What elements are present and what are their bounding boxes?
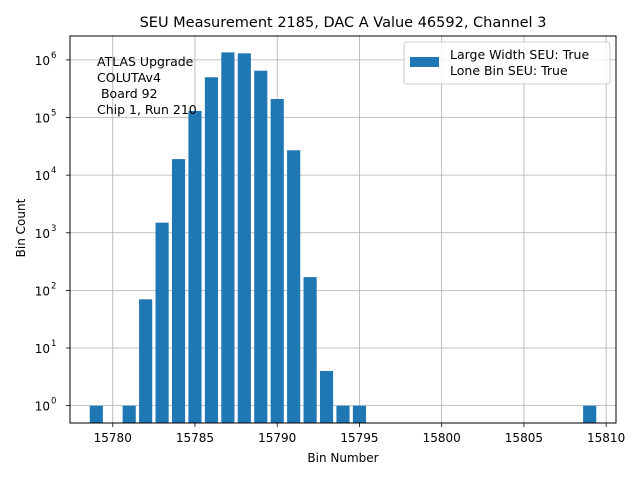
- y-tick-label: 10: [35, 54, 50, 68]
- x-axis-label: Bin Number: [307, 451, 378, 465]
- bar: [583, 405, 597, 423]
- annotation-line: Chip 1, Run 210: [97, 102, 197, 117]
- bar: [254, 70, 268, 423]
- x-tick-label: 15800: [423, 431, 461, 445]
- y-tick-label: 10: [35, 342, 50, 356]
- x-tick-label: 15790: [258, 431, 296, 445]
- x-axis-ticks: 15780 15785 15790 15795 15800 15805 15810: [94, 423, 625, 445]
- y-tick-exponent: 4: [51, 166, 56, 176]
- y-tick-label: 10: [35, 169, 50, 183]
- x-tick-label: 15785: [176, 431, 214, 445]
- bar: [303, 277, 317, 423]
- y-tick-label: 10: [35, 112, 50, 126]
- bar: [89, 405, 103, 423]
- bar: [221, 52, 235, 423]
- legend-swatch: [410, 57, 439, 67]
- bar: [352, 405, 367, 423]
- chart-annotation: ATLAS Upgrade COLUTAv4 Board 92 Chip 1, …: [97, 54, 197, 117]
- y-tick-exponent: 3: [51, 224, 56, 234]
- chart-title: SEU Measurement 2185, DAC A Value 46592,…: [140, 15, 547, 31]
- annotation-line: ATLAS Upgrade: [97, 54, 194, 69]
- y-axis-label: Bin Count: [14, 198, 28, 257]
- y-tick-exponent: 1: [51, 339, 56, 349]
- bar: [204, 77, 219, 423]
- bar: [270, 98, 284, 423]
- x-tick-label: 15795: [340, 431, 378, 445]
- plot-frame: [69, 35, 617, 424]
- legend-label-line1: Large Width SEU: True: [450, 47, 589, 62]
- bar-series: [89, 52, 597, 424]
- legend-label-line2: Lone Bin SEU: True: [450, 63, 568, 78]
- annotation-line: COLUTAv4: [97, 70, 161, 85]
- bar: [155, 222, 169, 423]
- legend: Large Width SEU: True Lone Bin SEU: True: [403, 41, 611, 85]
- legend-box: [403, 41, 611, 85]
- y-tick-exponent: 5: [51, 109, 56, 119]
- x-tick-label: 15780: [94, 431, 132, 445]
- bar: [287, 150, 301, 423]
- y-tick-exponent: 2: [51, 281, 56, 291]
- y-tick-label: 10: [35, 400, 50, 414]
- annotation-line: Board 92: [97, 86, 158, 101]
- bar: [139, 299, 153, 423]
- x-gridlines: [112, 36, 607, 423]
- bar: [237, 53, 251, 423]
- bar: [319, 370, 334, 423]
- y-tick-label: 10: [35, 284, 50, 298]
- bar: [336, 405, 350, 423]
- x-tick-label: 15805: [505, 431, 543, 445]
- bar: [122, 405, 136, 423]
- x-tick-label: 15810: [587, 431, 625, 445]
- bar: [188, 110, 202, 424]
- bar: [171, 159, 186, 424]
- y-tick-exponent: 6: [51, 51, 56, 61]
- y-tick-label: 10: [35, 227, 50, 241]
- y-tick-exponent: 0: [51, 397, 56, 407]
